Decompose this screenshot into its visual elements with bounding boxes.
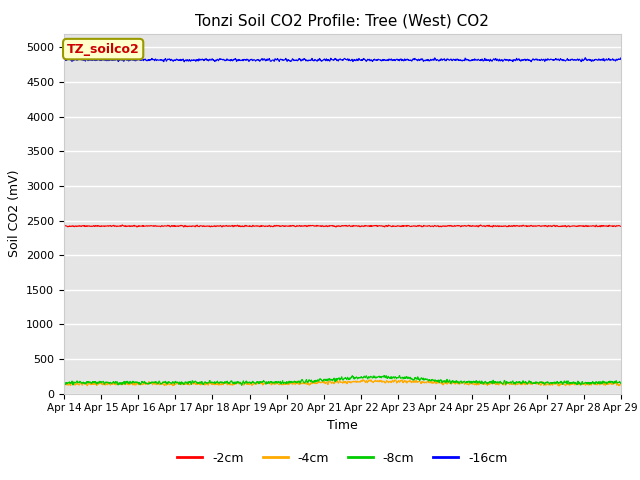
- X-axis label: Time: Time: [327, 419, 358, 432]
- Title: Tonzi Soil CO2 Profile: Tree (West) CO2: Tonzi Soil CO2 Profile: Tree (West) CO2: [195, 13, 490, 28]
- -4cm: [316, 380, 324, 385]
- -4cm: [601, 382, 609, 387]
- -8cm: [60, 381, 68, 386]
- -4cm: [499, 382, 506, 387]
- -16cm: [180, 59, 188, 65]
- -8cm: [380, 372, 388, 378]
- Line: -4cm: -4cm: [64, 380, 621, 386]
- -8cm: [602, 380, 609, 386]
- -16cm: [316, 57, 324, 63]
- -16cm: [601, 57, 609, 63]
- -4cm: [555, 383, 563, 389]
- -2cm: [180, 224, 188, 230]
- -8cm: [499, 381, 507, 386]
- -16cm: [88, 57, 96, 63]
- -16cm: [331, 56, 339, 61]
- -4cm: [60, 382, 68, 387]
- -4cm: [88, 381, 96, 387]
- -4cm: [617, 380, 625, 386]
- -2cm: [617, 224, 625, 229]
- Legend: -2cm, -4cm, -8cm, -16cm: -2cm, -4cm, -8cm, -16cm: [172, 447, 513, 469]
- -4cm: [331, 379, 339, 385]
- -8cm: [617, 381, 625, 386]
- -16cm: [617, 55, 625, 61]
- Line: -2cm: -2cm: [64, 225, 621, 227]
- -2cm: [316, 223, 324, 229]
- -2cm: [602, 223, 609, 229]
- -16cm: [499, 59, 506, 64]
- -2cm: [60, 223, 68, 229]
- -2cm: [477, 222, 484, 228]
- -2cm: [331, 223, 339, 229]
- -2cm: [499, 223, 507, 229]
- -2cm: [601, 223, 609, 229]
- -16cm: [60, 58, 68, 64]
- -8cm: [238, 383, 246, 388]
- -16cm: [602, 57, 609, 63]
- Line: -8cm: -8cm: [64, 375, 621, 385]
- -8cm: [316, 376, 324, 382]
- -8cm: [88, 379, 96, 385]
- -16cm: [581, 55, 589, 60]
- -2cm: [88, 224, 96, 229]
- -4cm: [367, 377, 375, 383]
- Y-axis label: Soil CO2 (mV): Soil CO2 (mV): [8, 170, 20, 257]
- -8cm: [601, 380, 609, 386]
- -8cm: [331, 379, 339, 384]
- Text: TZ_soilco2: TZ_soilco2: [67, 43, 140, 56]
- -4cm: [602, 383, 609, 388]
- Line: -16cm: -16cm: [64, 58, 621, 62]
